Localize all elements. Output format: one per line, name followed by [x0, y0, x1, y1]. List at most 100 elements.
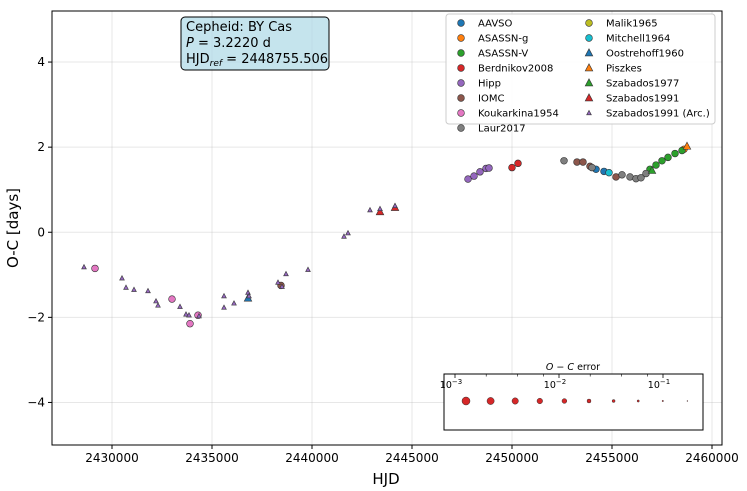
grid-lines [52, 11, 722, 445]
legend-label-aavso: AAVSO [478, 19, 513, 30]
point-szabados1991-arc [119, 274, 125, 281]
y-tick-label: 4 [37, 55, 45, 69]
error-scale-marker [536, 397, 543, 405]
x-axis-ticks: 2430000 2435000 2440000 2445000 2450000 24550… [85, 445, 739, 465]
point-szabados1991-arc [392, 202, 398, 208]
x-tick-label: 2460000 [685, 451, 738, 465]
legend-label-mitchell1964: Mitchell1964 [606, 34, 670, 45]
legend-marker-hipp [457, 79, 465, 87]
point-szabados1991-arc [123, 284, 129, 290]
info-reference-epoch: HJDref = 2448755.506 [186, 52, 328, 69]
error-scale-tick-label: 10−2 [544, 378, 566, 391]
legend-label-piszkes: Piszkes [606, 64, 642, 75]
x-tick-label: 2430000 [85, 451, 138, 465]
legend-marker-koukarkina1954 [457, 109, 465, 117]
legend: AAVSO ASASSN-g ASASSN-V Berdnikov2008 Hipp IO… [445, 13, 716, 135]
point-szabados1991-arc [283, 270, 289, 277]
legend-label-asassn-v: ASASSN-V [478, 49, 528, 60]
y-tick-label: 2 [37, 140, 45, 154]
legend-label-szabados1991-arc: Szabados1991 (Arc.) [606, 109, 710, 120]
point-koukarkina1954 [91, 264, 99, 273]
point-szabados1991-arc [377, 205, 383, 211]
point-szabados1991-arc [221, 292, 227, 299]
point-szabados1977 [647, 165, 657, 174]
error-scale-tick-label: 10−1 [648, 378, 670, 391]
error-scale-marker [661, 400, 664, 402]
point-szabados1991-arc [279, 283, 285, 289]
point-hipp [476, 168, 484, 176]
point-koukarkina1954 [168, 295, 176, 303]
legend-marker-berdnikov2008 [457, 64, 465, 72]
point-hipp [464, 175, 472, 183]
x-axis-title: HJD [372, 470, 399, 488]
point-szabados1991-arc [155, 302, 161, 308]
error-scale-title-text: error [574, 362, 600, 373]
point-piszkes [682, 141, 692, 150]
legend-items: AAVSO ASASSN-g ASASSN-V Berdnikov2008 Hipp IO… [457, 19, 710, 135]
point-laur2017 [588, 163, 596, 172]
info-box: Cepheid: BY Cas P = 3.2220 d HJDref = 24… [180, 16, 330, 71]
legend-label-szabados1977: Szabados1977 [606, 79, 679, 90]
point-szabados1991-arc [275, 279, 281, 285]
legend-label-koukarkina1954: Koukarkina1954 [478, 109, 559, 120]
error-scale-tick-exponent: −3 [452, 378, 462, 386]
legend-frame [445, 13, 716, 125]
point-hipp [485, 164, 493, 172]
x-tick-label: 2450000 [485, 451, 538, 465]
legend-label-berdnikov2008: Berdnikov2008 [478, 64, 553, 75]
point-berdnikov2008 [514, 159, 522, 168]
point-szabados1991-arc [183, 311, 189, 317]
point-szabados1991-arc [305, 266, 311, 272]
x-tick-label: 2455000 [585, 451, 638, 465]
error-scale-marker [511, 397, 519, 405]
legend-marker-laur2017 [457, 124, 465, 132]
error-scale-tick-base: 10 [544, 380, 556, 391]
error-scale-title-symbol: O − C [546, 362, 574, 373]
point-szabados1991-arc [341, 233, 347, 239]
info-period-symbol: P [186, 36, 194, 51]
y-tick-label: −2 [27, 310, 45, 324]
point-szabados1991-arc [246, 292, 252, 299]
legend-label-asassn-g: ASASSN-g [478, 34, 528, 45]
legend-label-malik1965: Malik1965 [606, 19, 658, 30]
error-scale-tick-label: 10−3 [440, 378, 462, 391]
legend-label-hipp: Hipp [478, 79, 501, 90]
point-asassn-v [664, 153, 672, 162]
plot-frame [51, 10, 723, 446]
error-scale-marker [586, 398, 592, 404]
point-szabados1991-arc [221, 304, 227, 310]
error-scale-tick-base: 10 [440, 380, 452, 391]
error-scale-marker [686, 400, 689, 402]
point-berdnikov2008 [508, 163, 516, 172]
legend-marker-szabados1991 [584, 93, 594, 102]
legend-label-iomc: IOMC [478, 94, 504, 105]
point-mitchell1964 [605, 168, 613, 177]
point-asassn-v [658, 157, 666, 165]
legend-marker-aavso [457, 19, 465, 27]
legend-label-laur2017: Laur2017 [478, 124, 526, 135]
point-laur2017 [637, 174, 645, 182]
legend-marker-piszkes [584, 63, 594, 72]
point-asassn-v [671, 149, 679, 158]
info-period: P = 3.2220 d [186, 36, 271, 51]
error-scale-marker [611, 399, 616, 403]
point-szabados1991-arc [131, 286, 137, 292]
point-szabados1991-arc [345, 229, 351, 236]
error-scale-markers [461, 396, 689, 406]
point-szabados1991-arc [145, 287, 151, 294]
legend-marker-szabados1991-arc [586, 109, 592, 116]
y-tick-label: 0 [37, 225, 45, 239]
legend-marker-malik1965 [585, 19, 593, 27]
error-scale-marker [461, 396, 471, 406]
error-scale-marker [636, 399, 640, 403]
info-epoch-subscript: ref [210, 59, 224, 69]
legend-marker-asassn-g [457, 34, 465, 42]
data-points [81, 141, 692, 328]
x-tick-label: 2435000 [185, 451, 238, 465]
legend-label-oostrehoff1960: Oostrehoff1960 [606, 49, 684, 60]
y-axis-title: O-C [days] [4, 188, 22, 268]
point-szabados1991-arc [177, 303, 183, 309]
point-hipp [470, 172, 478, 180]
info-epoch-value: = 2448755.506 [222, 52, 328, 67]
